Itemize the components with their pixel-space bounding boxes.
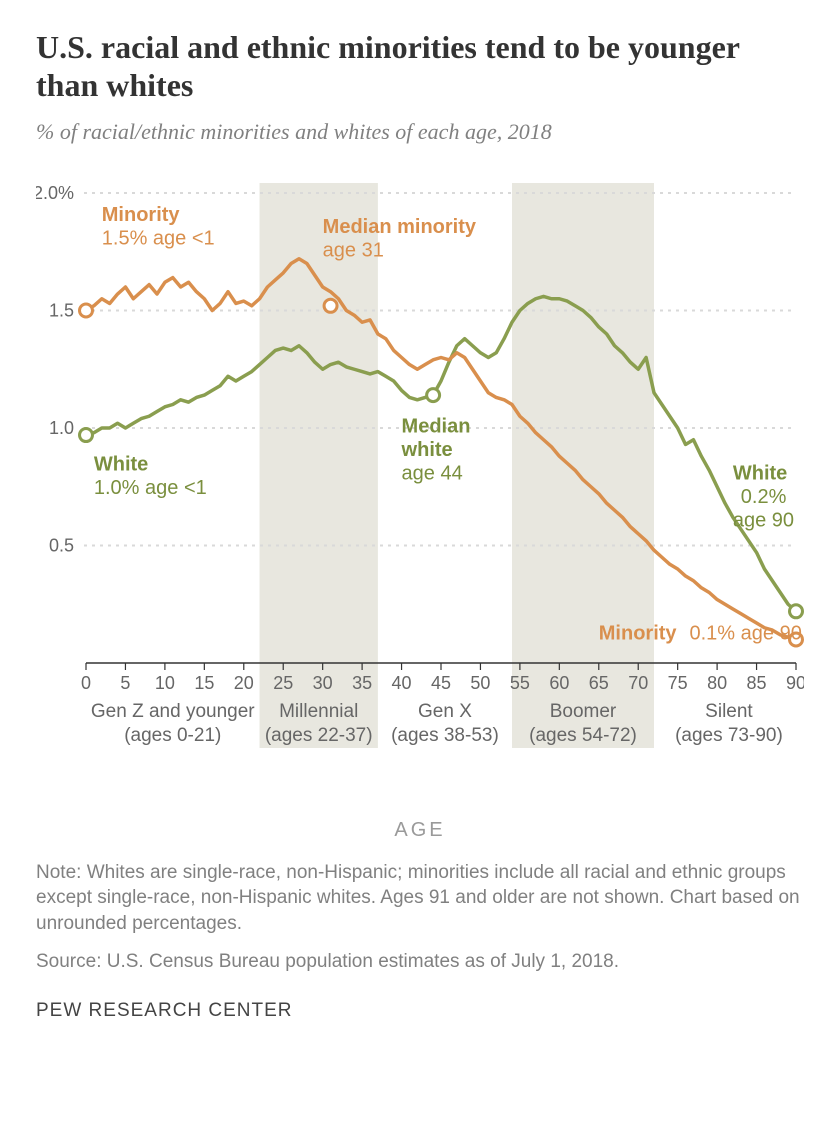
minority-marker [324,299,337,312]
annotation-white-median: Median [402,415,471,437]
annotation-minority-median: Median minority [323,216,477,238]
x-tick-label: 75 [668,673,688,693]
annotation-minority-start: Minority [102,204,181,226]
generation-label: (ages 73-90) [675,725,783,746]
annotation-white-end-val: 0.2% [741,486,787,508]
y-tick-label: 0.5 [49,535,74,555]
generation-label: (ages 54-72) [529,725,637,746]
x-tick-label: 60 [549,673,569,693]
annotation-white-median2: white [401,439,453,461]
generation-label: (ages 38-53) [391,725,499,746]
x-tick-label: 50 [470,673,490,693]
annotation-minority-median-val: age 31 [323,239,384,261]
x-tick-label: 65 [589,673,609,693]
white-marker [80,428,93,441]
x-tick-label: 85 [747,673,767,693]
annotation-white-end-val2: age 90 [733,509,794,531]
annotation-white-median-val: age 44 [402,462,463,484]
x-tick-label: 45 [431,673,451,693]
x-tick-label: 55 [510,673,530,693]
generation-label: Gen Z and younger [91,701,255,722]
annotation-white-end: White [733,462,787,484]
annotation-minority-end: Minority [599,622,678,644]
chart-source: Source: U.S. Census Bureau population es… [36,949,804,975]
x-tick-label: 10 [155,673,175,693]
x-tick-label: 25 [273,673,293,693]
x-tick-label: 90 [786,673,804,693]
x-tick-label: 20 [234,673,254,693]
line-chart-svg: 0.5 1.0 1.5 2.0% 0 5 10 15 20 25 30 35 40 45 50 55 60 65 7… [36,173,804,813]
chart-note: Note: Whites are single-race, non-Hispan… [36,860,804,937]
x-axis-title: AGE [36,819,804,842]
white-marker [790,605,803,618]
generation-label: (ages 0-21) [124,725,221,746]
x-tick-label: 5 [120,673,130,693]
generation-label: Silent [705,701,753,722]
white-marker [427,388,440,401]
generation-label: Millennial [279,701,358,722]
x-tick-label: 35 [352,673,372,693]
footer-attribution: PEW RESEARCH CENTER [36,1000,804,1022]
generation-label: Boomer [550,701,617,722]
generation-label: (ages 22-37) [265,725,373,746]
chart-title: U.S. racial and ethnic minorities tend t… [36,28,804,105]
x-tick-label: 80 [707,673,727,693]
y-tick-label: 2.0% [36,183,74,203]
annotation-minority-end-val: 0.1% age 90 [690,622,802,644]
y-tick-label: 1.0 [49,418,74,438]
annotation-white-start-val: 1.0% age <1 [94,477,207,499]
chart-subtitle: % of racial/ethnic minorities and whites… [36,119,804,145]
x-tick-label: 70 [628,673,648,693]
annotation-minority-start-val: 1.5% age <1 [102,227,215,249]
annotation-white-start: White [94,453,148,475]
x-tick-label: 40 [392,673,412,693]
y-tick-label: 1.5 [49,300,74,320]
chart-area: 0.5 1.0 1.5 2.0% 0 5 10 15 20 25 30 35 40 45 50 55 60 65 7… [36,173,804,813]
minority-marker [80,304,93,317]
x-tick-label: 15 [194,673,214,693]
x-tick-label: 30 [313,673,333,693]
generation-label: Gen X [418,701,472,722]
x-tick-label: 0 [81,673,91,693]
